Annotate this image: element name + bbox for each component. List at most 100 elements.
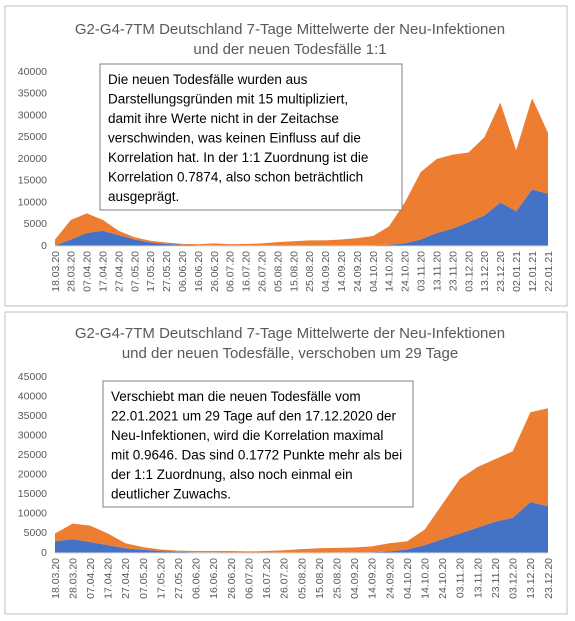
y-tick-label: 40000: [18, 390, 47, 402]
x-tick-label: 24.09.20: [384, 558, 396, 599]
x-tick-label: 07.05.20: [138, 558, 150, 599]
x-tick-label: 26.07.20: [257, 251, 269, 292]
x-tick-label: 17.04.20: [97, 251, 109, 292]
x-tick-label: 06.06.20: [191, 558, 203, 599]
x-tick-label: 13.11.20: [431, 251, 443, 291]
y-tick-label: 45000: [18, 371, 47, 383]
x-tick-label: 24.09.20: [352, 251, 364, 292]
chart-title: und der neuen Todesfälle, verschoben um …: [122, 345, 458, 362]
annotation-line: Verschiebt man die neuen Todesfälle vom: [111, 389, 361, 404]
x-tick-label: 04.10.20: [368, 251, 380, 292]
chart-title: und der neuen Todesfälle 1:1: [193, 41, 386, 58]
y-tick-label: 40000: [18, 66, 47, 78]
annotation-line: verschwinden, was keinen Einfluss auf di…: [108, 131, 361, 146]
x-tick-label: 23.11.20: [447, 251, 459, 291]
x-tick-label: 27.05.20: [161, 251, 173, 292]
annotation-box: [99, 63, 403, 211]
x-tick-label: 14.10.20: [384, 251, 396, 292]
x-tick-label: 22.01.21: [543, 251, 555, 292]
area: [55, 502, 548, 553]
x-tick-label: 15.08.20: [288, 251, 300, 292]
x-tick-label: 27.05.20: [173, 558, 185, 599]
x-tick-label: 16.06.20: [208, 558, 220, 599]
x-tick-label: 04.09.20: [320, 251, 332, 292]
x-tick-label: 18.03.20: [50, 558, 62, 599]
y-tick-label: 30000: [18, 429, 47, 441]
x-tick-label: 05.08.20: [272, 251, 284, 292]
area: [55, 189, 548, 246]
y-tick-label: 5000: [24, 218, 48, 230]
y-tick-label: 30000: [18, 109, 47, 121]
x-tick-label: 03.12.20: [508, 558, 520, 599]
x-tick-label: 23.12.20: [495, 251, 507, 292]
area: [55, 98, 548, 246]
y-tick-label: 25000: [18, 131, 47, 143]
x-tick-label: 07.04.20: [82, 251, 94, 292]
x-tick-label: 15.08.20: [314, 558, 326, 599]
x-tick-label: 24.10.20: [400, 251, 412, 292]
x-tick-label: 04.10.20: [402, 558, 414, 599]
y-tick-label: 20000: [18, 153, 47, 165]
x-tick-label: 16.06.20: [193, 251, 205, 292]
x-tick-label: 25.08.20: [331, 558, 343, 599]
x-tick-label: 03.11.20: [416, 251, 428, 291]
y-tick-label: 25000: [18, 449, 47, 461]
annotation-box: [102, 380, 414, 508]
chart: G2-G4-7TM Deutschland 7-Tage Mittelwerte…: [4, 311, 568, 615]
x-tick-label: 26.07.20: [279, 558, 291, 599]
annotation-line: Darstellungsgründen mit 15 multipliziert…: [108, 92, 348, 107]
x-tick-label: 28.03.20: [67, 558, 79, 599]
x-tick-label: 07.05.20: [129, 251, 141, 292]
y-tick-label: 5000: [24, 527, 48, 539]
annotation-line: der 1:1 Zuordnung, also noch einmal ein: [111, 467, 353, 482]
annotation-line: ausgeprägt.: [108, 189, 179, 204]
annotation-line: Korrelation 0.7874, also schon beträchtl…: [108, 170, 363, 185]
y-tick-label: 35000: [18, 410, 47, 422]
y-tick-label: 15000: [18, 488, 47, 500]
x-tick-label: 14.09.20: [336, 251, 348, 292]
y-tick-label: 0: [41, 547, 47, 559]
annotation-line: Korrelation hat. In der 1:1 Zuordnung is…: [108, 150, 368, 165]
x-tick-label: 05.08.20: [296, 558, 308, 599]
x-tick-label: 06.06.20: [177, 251, 189, 292]
x-tick-label: 06.07.20: [243, 558, 255, 599]
chart-title: G2-G4-7TM Deutschland 7-Tage Mittelwerte…: [75, 21, 505, 38]
x-tick-label: 13.12.20: [525, 558, 537, 599]
chart-title: G2-G4-7TM Deutschland 7-Tage Mittelwerte…: [75, 325, 505, 342]
y-tick-label: 15000: [18, 175, 47, 187]
annotation-line: deutlicher Zuwachs.: [111, 487, 231, 502]
x-tick-label: 25.08.20: [304, 251, 316, 292]
y-tick-label: 35000: [18, 88, 47, 100]
x-tick-label: 16.07.20: [261, 558, 273, 599]
x-tick-label: 13.11.20: [472, 558, 484, 598]
x-tick-label: 03.11.20: [455, 558, 467, 598]
x-tick-label: 26.06.20: [209, 251, 221, 292]
x-tick-label: 24.10.20: [437, 558, 449, 599]
x-tick-label: 23.12.20: [543, 558, 555, 599]
x-tick-label: 04.09.20: [349, 558, 361, 599]
x-tick-label: 18.03.20: [50, 251, 62, 292]
chart: G2-G4-7TM Deutschland 7-Tage Mittelwerte…: [4, 5, 568, 307]
y-tick-label: 0: [41, 240, 47, 252]
x-tick-label: 28.03.20: [66, 251, 78, 292]
x-tick-label: 02.01.21: [511, 251, 523, 292]
x-tick-label: 27.04.20: [113, 251, 125, 292]
x-tick-label: 12.01.21: [527, 251, 539, 292]
x-tick-label: 06.07.20: [225, 251, 237, 292]
x-tick-label: 03.12.20: [463, 251, 475, 292]
x-tick-label: 26.06.20: [226, 558, 238, 599]
y-tick-label: 10000: [18, 508, 47, 520]
annotation-line: damit ihre Werte nicht in der Zeitachse: [108, 111, 339, 126]
x-tick-label: 07.04.20: [85, 558, 97, 599]
x-tick-label: 13.12.20: [479, 251, 491, 292]
x-tick-label: 27.04.20: [120, 558, 132, 599]
area: [55, 408, 548, 553]
x-tick-label: 14.10.20: [420, 558, 432, 599]
annotation-line: mit 0.9646. Das sind 0.1772 Punkte mehr …: [111, 448, 402, 463]
annotation-line: 22.01.2021 um 29 Tage auf den 17.12.2020…: [111, 409, 396, 424]
annotation-line: Neu-Infektionen, wird die Korrelation ma…: [111, 428, 383, 443]
x-tick-label: 16.07.20: [241, 251, 253, 292]
annotation-line: Die neuen Todesfälle wurden aus: [108, 72, 308, 87]
